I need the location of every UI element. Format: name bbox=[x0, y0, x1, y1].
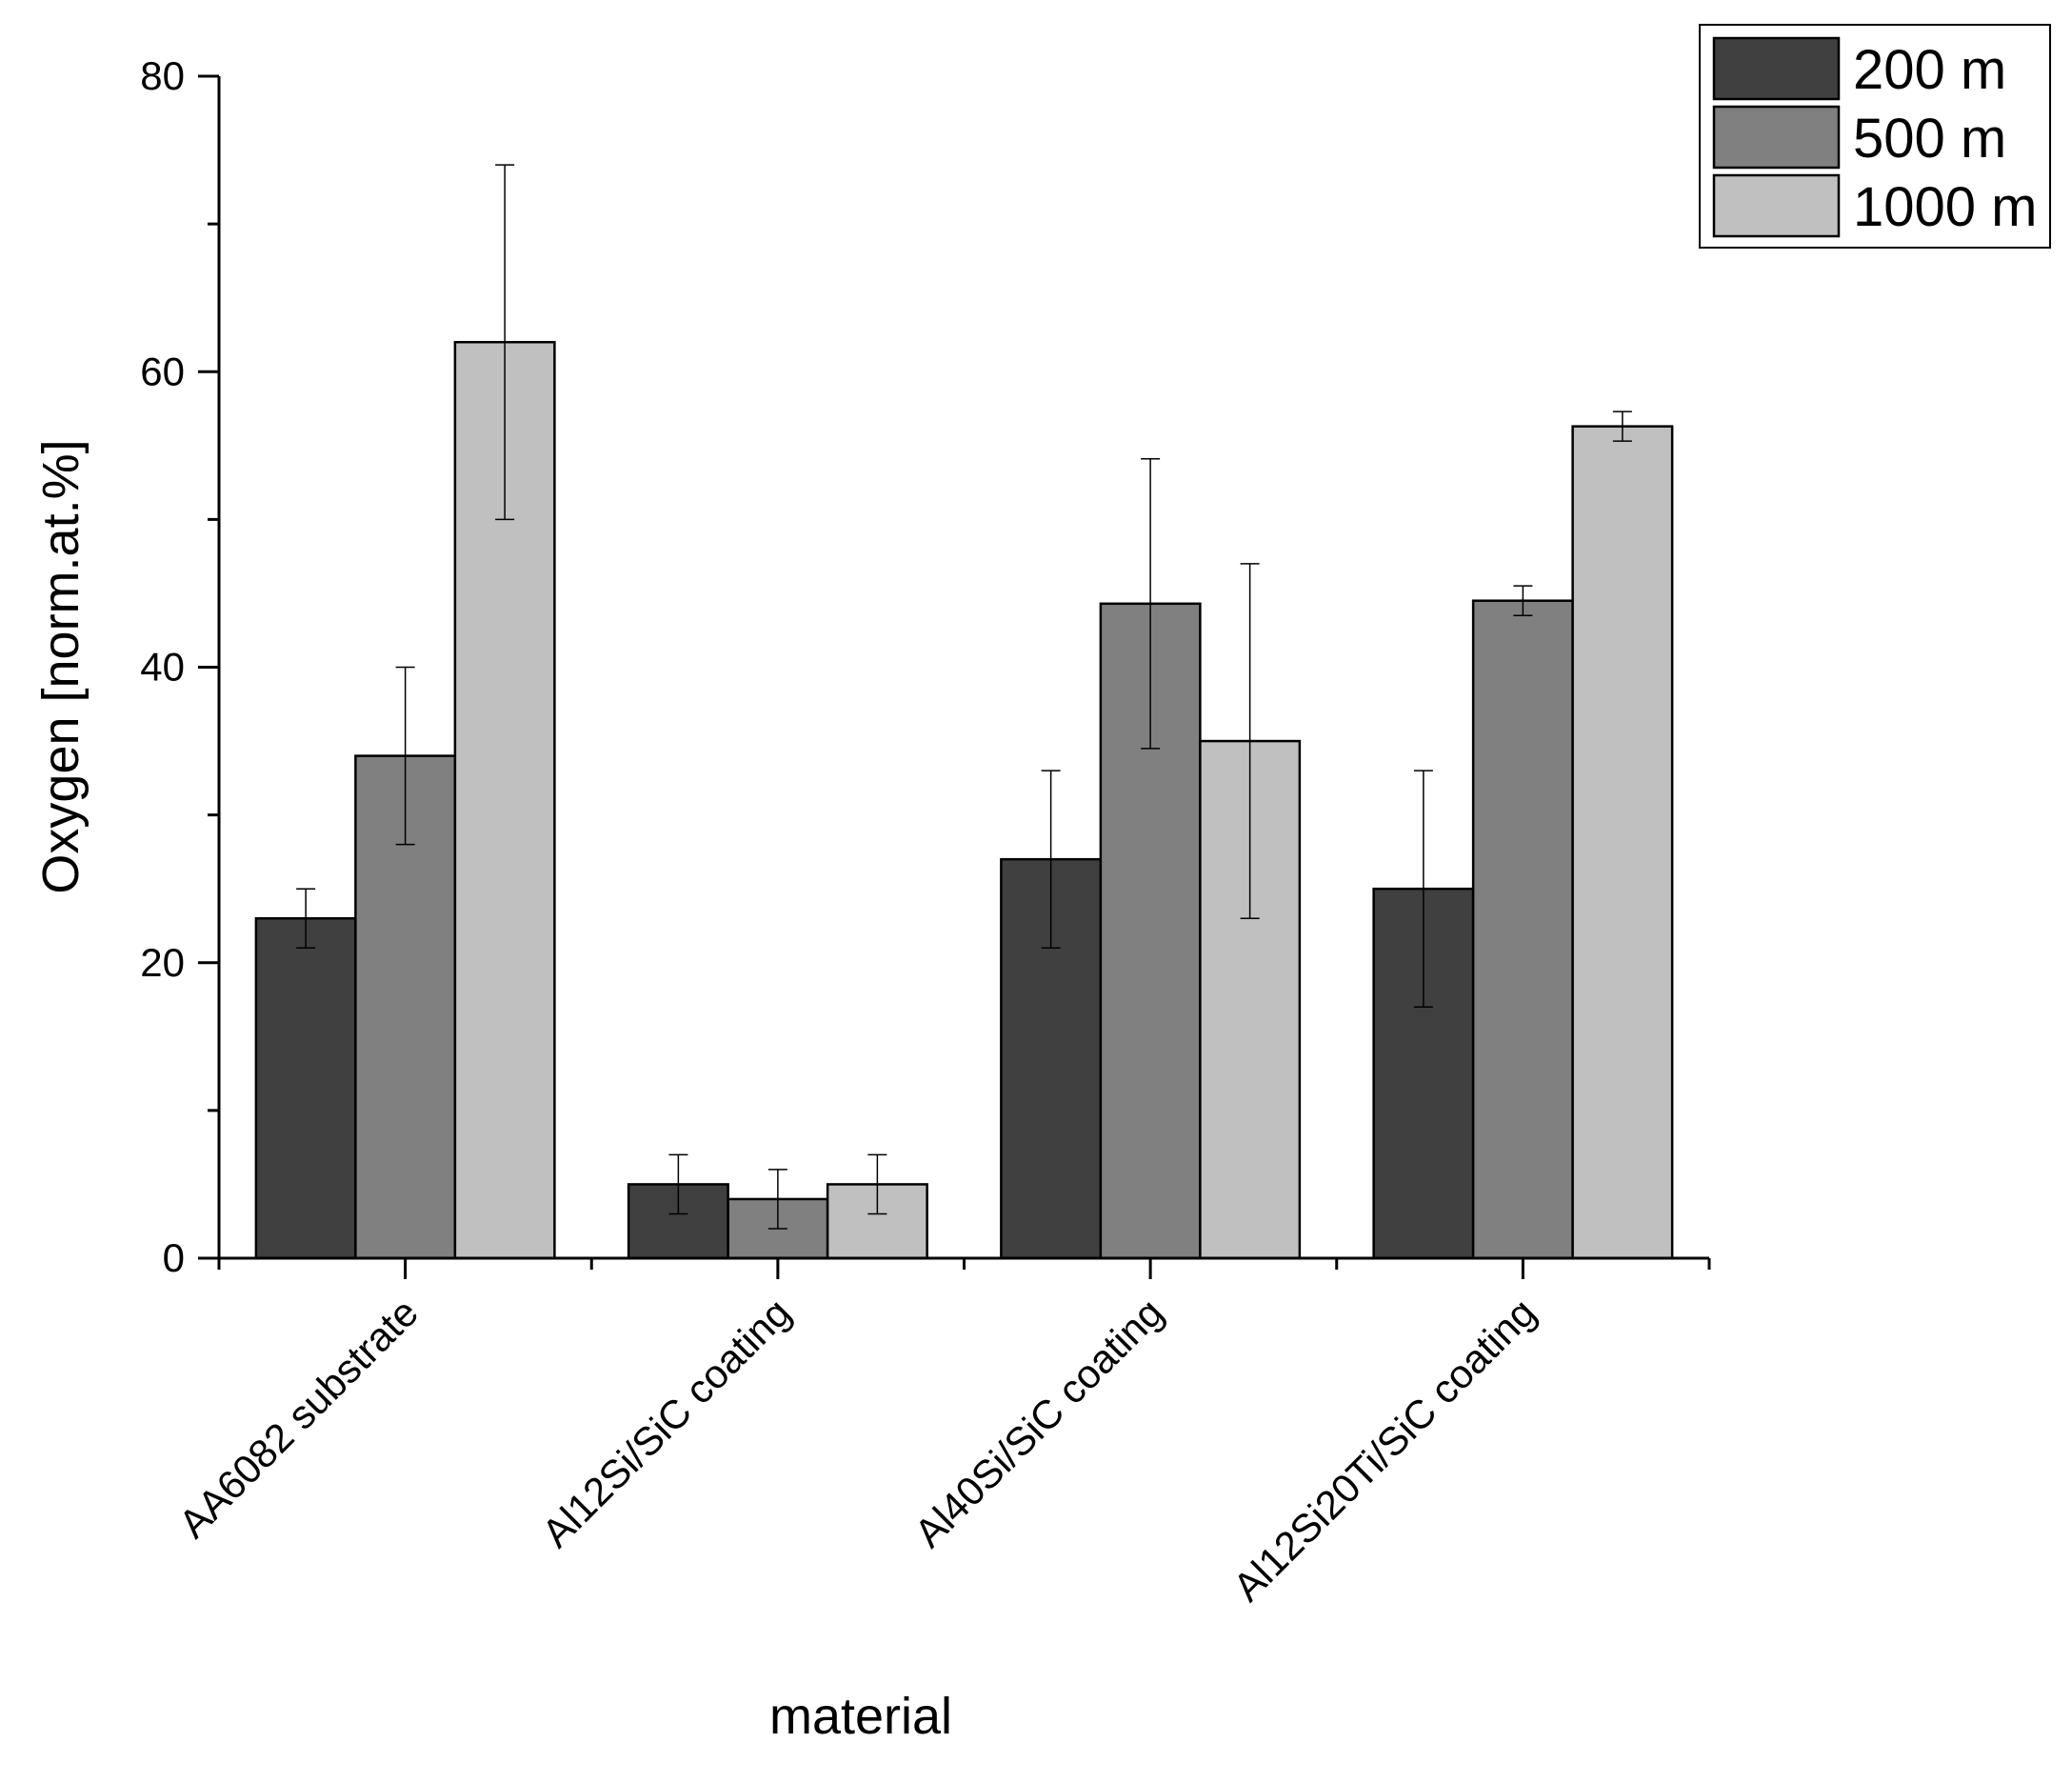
x-tick-label: Al12Si/SiC coating bbox=[533, 1290, 799, 1555]
error-bar bbox=[668, 1153, 688, 1215]
error-bar bbox=[1041, 770, 1061, 949]
error-bar bbox=[1612, 411, 1632, 442]
error-bar bbox=[1141, 458, 1161, 750]
bar-500m-4 bbox=[1471, 599, 1574, 1260]
x-ticks: AA6082 substrate Al12Si/SiC coating Al40Si… bbox=[170, 1258, 1711, 1610]
x-tick-label: Al40Si/SiC coating bbox=[906, 1290, 1171, 1555]
error-bar bbox=[1413, 770, 1433, 1009]
legend-swatch bbox=[1712, 173, 1841, 238]
x-tick-label: Al12Si20Ti/SiC coating bbox=[1225, 1290, 1544, 1610]
legend-swatch bbox=[1712, 36, 1841, 101]
legend-label: 500 m bbox=[1853, 108, 2006, 170]
error-bars-layer bbox=[296, 164, 1632, 1230]
error-bar bbox=[495, 164, 515, 521]
y-axis-title: Oxygen [norm.at.%] bbox=[32, 439, 90, 893]
y-tick-label: 20 bbox=[140, 940, 185, 985]
x-axis-title: material bbox=[769, 1688, 952, 1745]
bars-layer bbox=[254, 340, 1674, 1260]
legend-label: 1000 m bbox=[1853, 176, 2037, 238]
error-bar bbox=[296, 888, 316, 949]
y-tick-label: 80 bbox=[140, 53, 185, 98]
error-bar bbox=[767, 1169, 787, 1230]
y-tick-label: 60 bbox=[140, 349, 185, 393]
legend-swatch bbox=[1712, 105, 1841, 170]
legend-label: 200 m bbox=[1853, 39, 2006, 101]
bar-200m-1 bbox=[254, 916, 357, 1260]
error-bar bbox=[1240, 563, 1260, 919]
y-ticks: 0 20 40 60 80 bbox=[140, 53, 219, 1280]
error-bar bbox=[867, 1153, 887, 1215]
error-bar bbox=[395, 666, 415, 846]
y-tick-label: 0 bbox=[163, 1235, 185, 1280]
y-tick-label: 40 bbox=[140, 645, 185, 690]
x-tick-label: AA6082 substrate bbox=[170, 1290, 427, 1546]
error-bar bbox=[1513, 585, 1533, 616]
bar-1000m-4 bbox=[1571, 425, 1674, 1260]
